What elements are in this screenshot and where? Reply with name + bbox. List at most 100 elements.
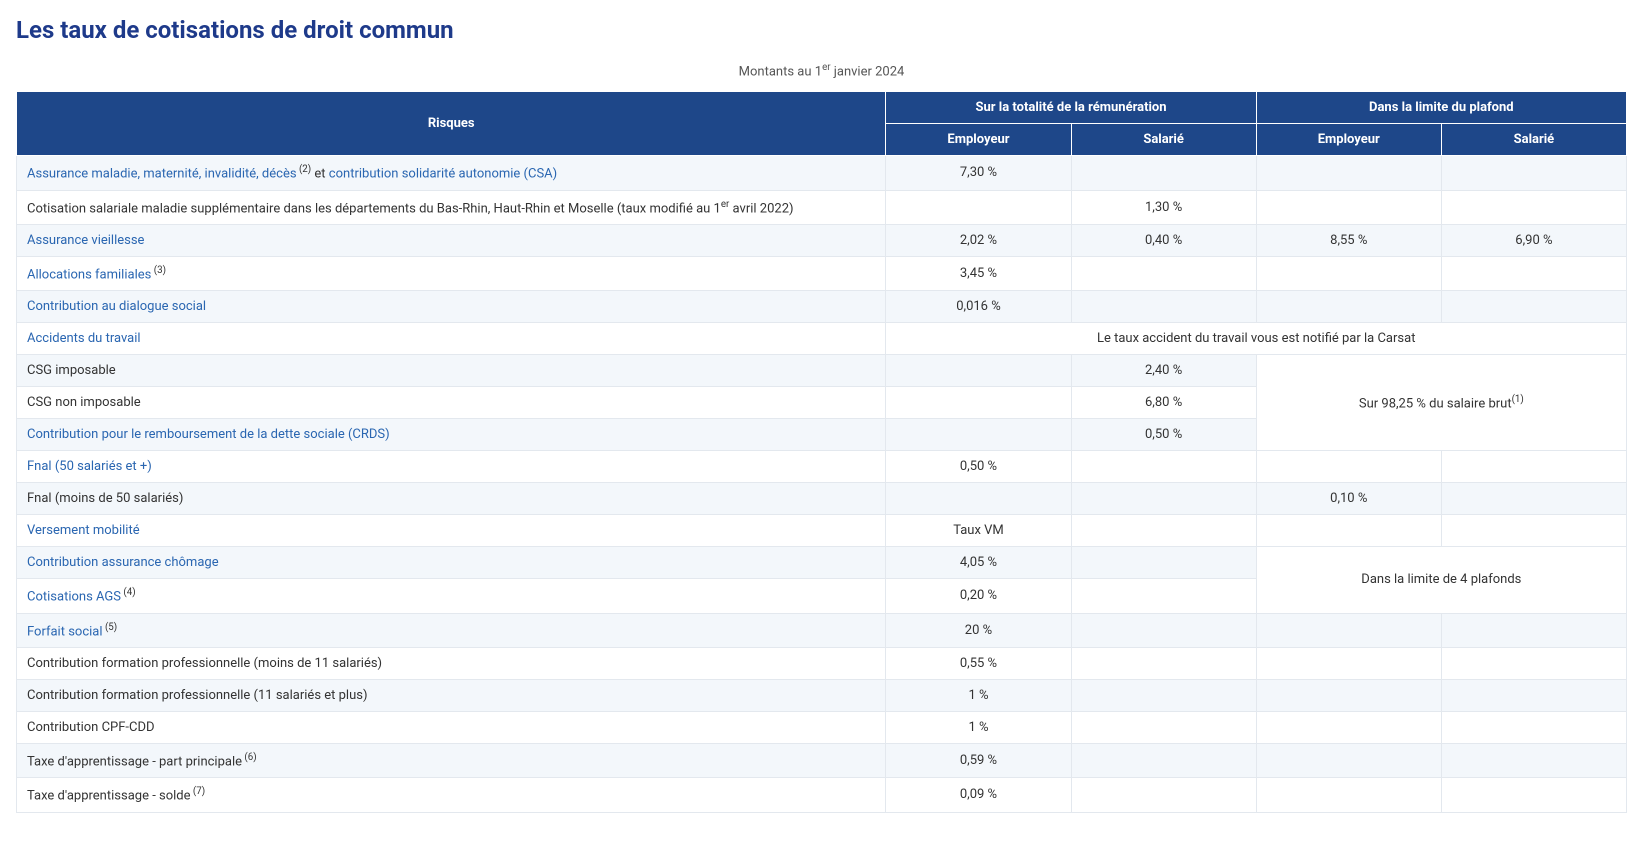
risk-link-maladie[interactable]: Assurance maladie, maternité, invalidité… bbox=[27, 167, 297, 182]
risk-link-ags[interactable]: Cotisations AGS bbox=[27, 590, 121, 605]
sal-total bbox=[1071, 743, 1256, 777]
risk-cell: Contribution au dialogue social bbox=[17, 291, 886, 323]
footnote-ref: (2) bbox=[297, 164, 312, 175]
th-totalite: Sur la totalité de la rémunération bbox=[886, 92, 1256, 124]
th-employeur-t: Employeur bbox=[886, 124, 1071, 156]
emp-plaf bbox=[1256, 190, 1441, 224]
accident-note: Le taux accident du travail vous est not… bbox=[886, 323, 1627, 355]
sal-total bbox=[1071, 579, 1256, 613]
risk-link-vieillesse[interactable]: Assurance vieillesse bbox=[27, 233, 144, 248]
rates-table: Risques Sur la totalité de la rémunérati… bbox=[16, 91, 1627, 812]
th-employeur-p: Employeur bbox=[1256, 124, 1441, 156]
risk-cell: Cotisations AGS (4) bbox=[17, 579, 886, 613]
emp-total: 4,05 % bbox=[886, 547, 1071, 579]
risk-link-csa[interactable]: contribution solidarité autonomie (CSA) bbox=[329, 167, 557, 182]
emp-total bbox=[886, 190, 1071, 224]
risk-link-chomage[interactable]: Contribution assurance chômage bbox=[27, 555, 219, 570]
table-row: Assurance maladie, maternité, invalidité… bbox=[17, 156, 1627, 190]
risk-cell: Contribution CPF-CDD bbox=[17, 711, 886, 743]
caption-sup: er bbox=[822, 62, 830, 73]
footnote-ref: (1) bbox=[1512, 394, 1524, 405]
header-row-1: Risques Sur la totalité de la rémunérati… bbox=[17, 92, 1627, 124]
emp-plaf bbox=[1256, 743, 1441, 777]
emp-plaf bbox=[1256, 647, 1441, 679]
text: avril 2022) bbox=[729, 201, 793, 216]
emp-total: 7,30 % bbox=[886, 156, 1071, 190]
emp-total: Taux VM bbox=[886, 515, 1071, 547]
csg-note-text: Sur 98,25 % du salaire brut bbox=[1359, 396, 1512, 411]
table-row: Forfait social (5) 20 % bbox=[17, 613, 1627, 647]
risk-cell: CSG imposable bbox=[17, 355, 886, 387]
sal-plaf bbox=[1441, 613, 1626, 647]
text: et bbox=[311, 167, 329, 182]
emp-total bbox=[886, 387, 1071, 419]
risk-cell: Taxe d'apprentissage - part principale (… bbox=[17, 743, 886, 777]
sal-total: 0,50 % bbox=[1071, 419, 1256, 451]
table-row: Contribution au dialogue social 0,016 % bbox=[17, 291, 1627, 323]
sal-total bbox=[1071, 679, 1256, 711]
footnote-ref: (3) bbox=[151, 265, 166, 276]
th-plafond: Dans la limite du plafond bbox=[1256, 92, 1626, 124]
sal-total bbox=[1071, 256, 1256, 290]
table-row: Contribution assurance chômage 4,05 % Da… bbox=[17, 547, 1627, 579]
risk-link-crds[interactable]: Contribution pour le remboursement de la… bbox=[27, 427, 390, 442]
footnote-ref: (7) bbox=[191, 786, 206, 797]
emp-plaf bbox=[1256, 778, 1441, 812]
emp-plaf bbox=[1256, 256, 1441, 290]
chomage-note: Dans la limite de 4 plafonds bbox=[1256, 547, 1626, 613]
table-row: Fnal (50 salariés et +) 0,50 % bbox=[17, 451, 1627, 483]
sal-plaf bbox=[1441, 451, 1626, 483]
sal-plaf bbox=[1441, 711, 1626, 743]
sal-total bbox=[1071, 156, 1256, 190]
table-row: Fnal (moins de 50 salariés) 0,10 % bbox=[17, 483, 1627, 515]
caption-pre: Montants au 1 bbox=[739, 64, 822, 79]
sal-total bbox=[1071, 547, 1256, 579]
table-caption: Montants au 1er janvier 2024 bbox=[16, 62, 1627, 79]
risk-link-dialogue[interactable]: Contribution au dialogue social bbox=[27, 299, 206, 314]
risk-cell: Contribution formation professionnelle (… bbox=[17, 647, 886, 679]
table-row: Accidents du travail Le taux accident du… bbox=[17, 323, 1627, 355]
sal-plaf bbox=[1441, 743, 1626, 777]
risk-link-allocations[interactable]: Allocations familiales bbox=[27, 267, 151, 282]
sal-total bbox=[1071, 647, 1256, 679]
sal-total bbox=[1071, 483, 1256, 515]
sal-total bbox=[1071, 613, 1256, 647]
emp-total: 0,20 % bbox=[886, 579, 1071, 613]
sal-plaf bbox=[1441, 647, 1626, 679]
risk-link-accidents[interactable]: Accidents du travail bbox=[27, 331, 141, 346]
sal-plaf bbox=[1441, 778, 1626, 812]
emp-total bbox=[886, 419, 1071, 451]
risk-cell: Contribution assurance chômage bbox=[17, 547, 886, 579]
sal-plaf bbox=[1441, 679, 1626, 711]
risk-link-fnal-50plus[interactable]: Fnal (50 salariés et +) bbox=[27, 459, 152, 474]
table-row: Contribution formation professionnelle (… bbox=[17, 647, 1627, 679]
sal-total bbox=[1071, 778, 1256, 812]
risk-cell: Fnal (moins de 50 salariés) bbox=[17, 483, 886, 515]
sal-plaf bbox=[1441, 156, 1626, 190]
sal-total bbox=[1071, 291, 1256, 323]
risk-cell: Accidents du travail bbox=[17, 323, 886, 355]
text: Taxe d'apprentissage - part principale bbox=[27, 754, 242, 769]
table-row: Cotisation salariale maladie supplémenta… bbox=[17, 190, 1627, 224]
risk-link-forfait[interactable]: Forfait social bbox=[27, 624, 103, 639]
table-row: Taxe d'apprentissage - part principale (… bbox=[17, 743, 1627, 777]
table-row: Taxe d'apprentissage - solde (7) 0,09 % bbox=[17, 778, 1627, 812]
text: Taxe d'apprentissage - solde bbox=[27, 789, 191, 804]
table-row: Contribution formation professionnelle (… bbox=[17, 679, 1627, 711]
risk-cell: Taxe d'apprentissage - solde (7) bbox=[17, 778, 886, 812]
emp-total: 2,02 % bbox=[886, 224, 1071, 256]
emp-total: 3,45 % bbox=[886, 256, 1071, 290]
emp-plaf bbox=[1256, 156, 1441, 190]
footnote-ref: (5) bbox=[103, 622, 118, 633]
emp-total: 0,55 % bbox=[886, 647, 1071, 679]
emp-plaf bbox=[1256, 711, 1441, 743]
emp-total: 20 % bbox=[886, 613, 1071, 647]
risk-cell: Assurance vieillesse bbox=[17, 224, 886, 256]
sal-total: 0,40 % bbox=[1071, 224, 1256, 256]
risk-cell: Contribution pour le remboursement de la… bbox=[17, 419, 886, 451]
sal-total bbox=[1071, 451, 1256, 483]
risk-link-mobilite[interactable]: Versement mobilité bbox=[27, 523, 140, 538]
text: Cotisation salariale maladie supplémenta… bbox=[27, 201, 721, 216]
emp-total: 1 % bbox=[886, 711, 1071, 743]
sal-plaf bbox=[1441, 483, 1626, 515]
